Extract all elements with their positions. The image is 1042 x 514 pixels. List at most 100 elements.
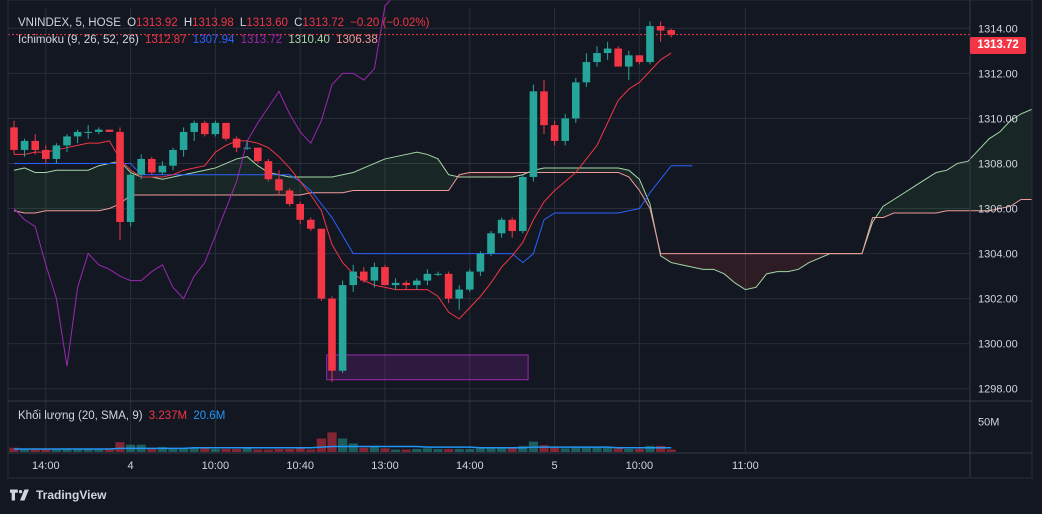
volume-value-1: 3.237M (148, 410, 188, 422)
ichimoku-value-5: 1306.38 (336, 34, 378, 46)
candle (391, 278, 400, 290)
volume-bar (189, 447, 199, 452)
candle (540, 80, 548, 135)
price-axis[interactable]: 1314.00 1312.00 1310.00 1308.00 1306.00 1304.… (978, 23, 1018, 428)
cloud-segment (236, 156, 248, 195)
candle-body (561, 118, 569, 141)
branding-text: TradingView (36, 488, 107, 502)
volume-bar (380, 448, 390, 452)
candle-body (232, 138, 241, 148)
volume-tick-label: 50M (978, 416, 999, 428)
candle-body (349, 271, 357, 286)
volume-name: Khối lượng (20, SMA, 9) (18, 410, 143, 422)
cloud-segment (385, 156, 396, 191)
volume-ma-line (14, 445, 672, 450)
time-tick-label: 10:00 (626, 460, 654, 472)
candle (73, 129, 82, 144)
cloud-segment (756, 253, 767, 288)
candle-body (211, 122, 220, 135)
cloud-segment (1010, 113, 1021, 207)
chart-frame (7, 0, 1033, 479)
candle-body (402, 282, 410, 286)
candle (105, 129, 114, 132)
symbol-label[interactable]: VNINDEX, 5, HOSE (18, 17, 121, 29)
cloud-segment (56, 170, 67, 211)
candle-body (285, 190, 294, 204)
volume-bar (550, 447, 560, 452)
cloud-segment (809, 253, 820, 263)
candle-body (31, 140, 39, 150)
ichimoku-value-4: 1310.40 (288, 34, 330, 46)
volume-bar (285, 448, 295, 452)
candle-body (116, 131, 124, 223)
candle (519, 174, 527, 234)
volume-bar (263, 449, 273, 452)
time-tick-label: 10:40 (286, 460, 314, 472)
candle (656, 21, 665, 42)
candle (296, 201, 304, 225)
cloud-segment (787, 253, 799, 272)
volume-legend[interactable]: Khối lượng (20, SMA, 9) 3.237M 20.6M (18, 410, 228, 422)
volume-bar (422, 448, 432, 452)
ichimoku-value-1: 1312.87 (145, 34, 187, 46)
cloud-segment (173, 174, 184, 195)
candle (137, 154, 145, 180)
time-tick-label: 14:00 (456, 460, 484, 472)
candle (84, 125, 92, 139)
candle (211, 120, 220, 137)
volume-bar (369, 445, 379, 452)
candle-body (381, 267, 389, 286)
candle (434, 271, 442, 277)
ichimoku-legend[interactable]: Ichimoku (9, 26, 52, 26) 1312.87 1307.94… (18, 34, 381, 46)
candle (476, 251, 485, 277)
volume-bar (359, 447, 369, 452)
volume-bar (62, 448, 72, 452)
volume-bar (30, 448, 40, 452)
time-tick-label: 4 (128, 460, 134, 472)
candle-body (391, 282, 400, 286)
cloud-segment (353, 167, 364, 191)
cloud-segment (703, 253, 714, 270)
volume-bar (592, 447, 602, 452)
price-tick-label: 1304.00 (978, 249, 1018, 261)
cloud-segment (321, 176, 332, 193)
candle-body (10, 127, 18, 150)
volume-bar (221, 448, 231, 452)
candle-body (529, 91, 538, 177)
volume-bar (232, 448, 242, 452)
cloud-segment (671, 253, 682, 265)
candle (275, 170, 283, 195)
cloud-segment (999, 120, 1011, 209)
volume-bar (115, 442, 125, 452)
cloud-segment (597, 167, 608, 173)
candle (179, 127, 188, 157)
ichimoku-name: Ichimoku (9, 26, 52, 26) (18, 34, 139, 46)
candle (497, 217, 506, 238)
highlight-rectangle[interactable] (326, 354, 529, 381)
time-tick-label: 10:00 (202, 460, 230, 472)
volume-bar (634, 448, 644, 452)
candle-body (487, 233, 495, 254)
time-axis[interactable]: 14:00 4 10:00 10:40 13:00 14:00 5 10:00 11:00 (32, 460, 759, 472)
candle-body (201, 122, 209, 135)
candle-body (190, 122, 198, 132)
cloud-segment (395, 154, 407, 191)
candle (572, 77, 580, 123)
volume-bar (338, 438, 348, 452)
open-label: O (127, 17, 137, 29)
cloud-segment (904, 185, 915, 214)
candle (508, 217, 516, 238)
candle-body (646, 26, 654, 63)
volume-bar (518, 445, 528, 452)
volume-bar (444, 448, 454, 452)
branding[interactable]: TradingView (10, 488, 106, 502)
candle-body (20, 140, 29, 150)
candle-body (550, 125, 559, 141)
candle-body (667, 30, 675, 35)
cloud-segment (310, 176, 322, 193)
volume-series (9, 432, 676, 452)
price-tick-label: 1312.00 (978, 68, 1018, 80)
candle (222, 122, 230, 141)
open-value: 1313.92 (136, 17, 178, 29)
